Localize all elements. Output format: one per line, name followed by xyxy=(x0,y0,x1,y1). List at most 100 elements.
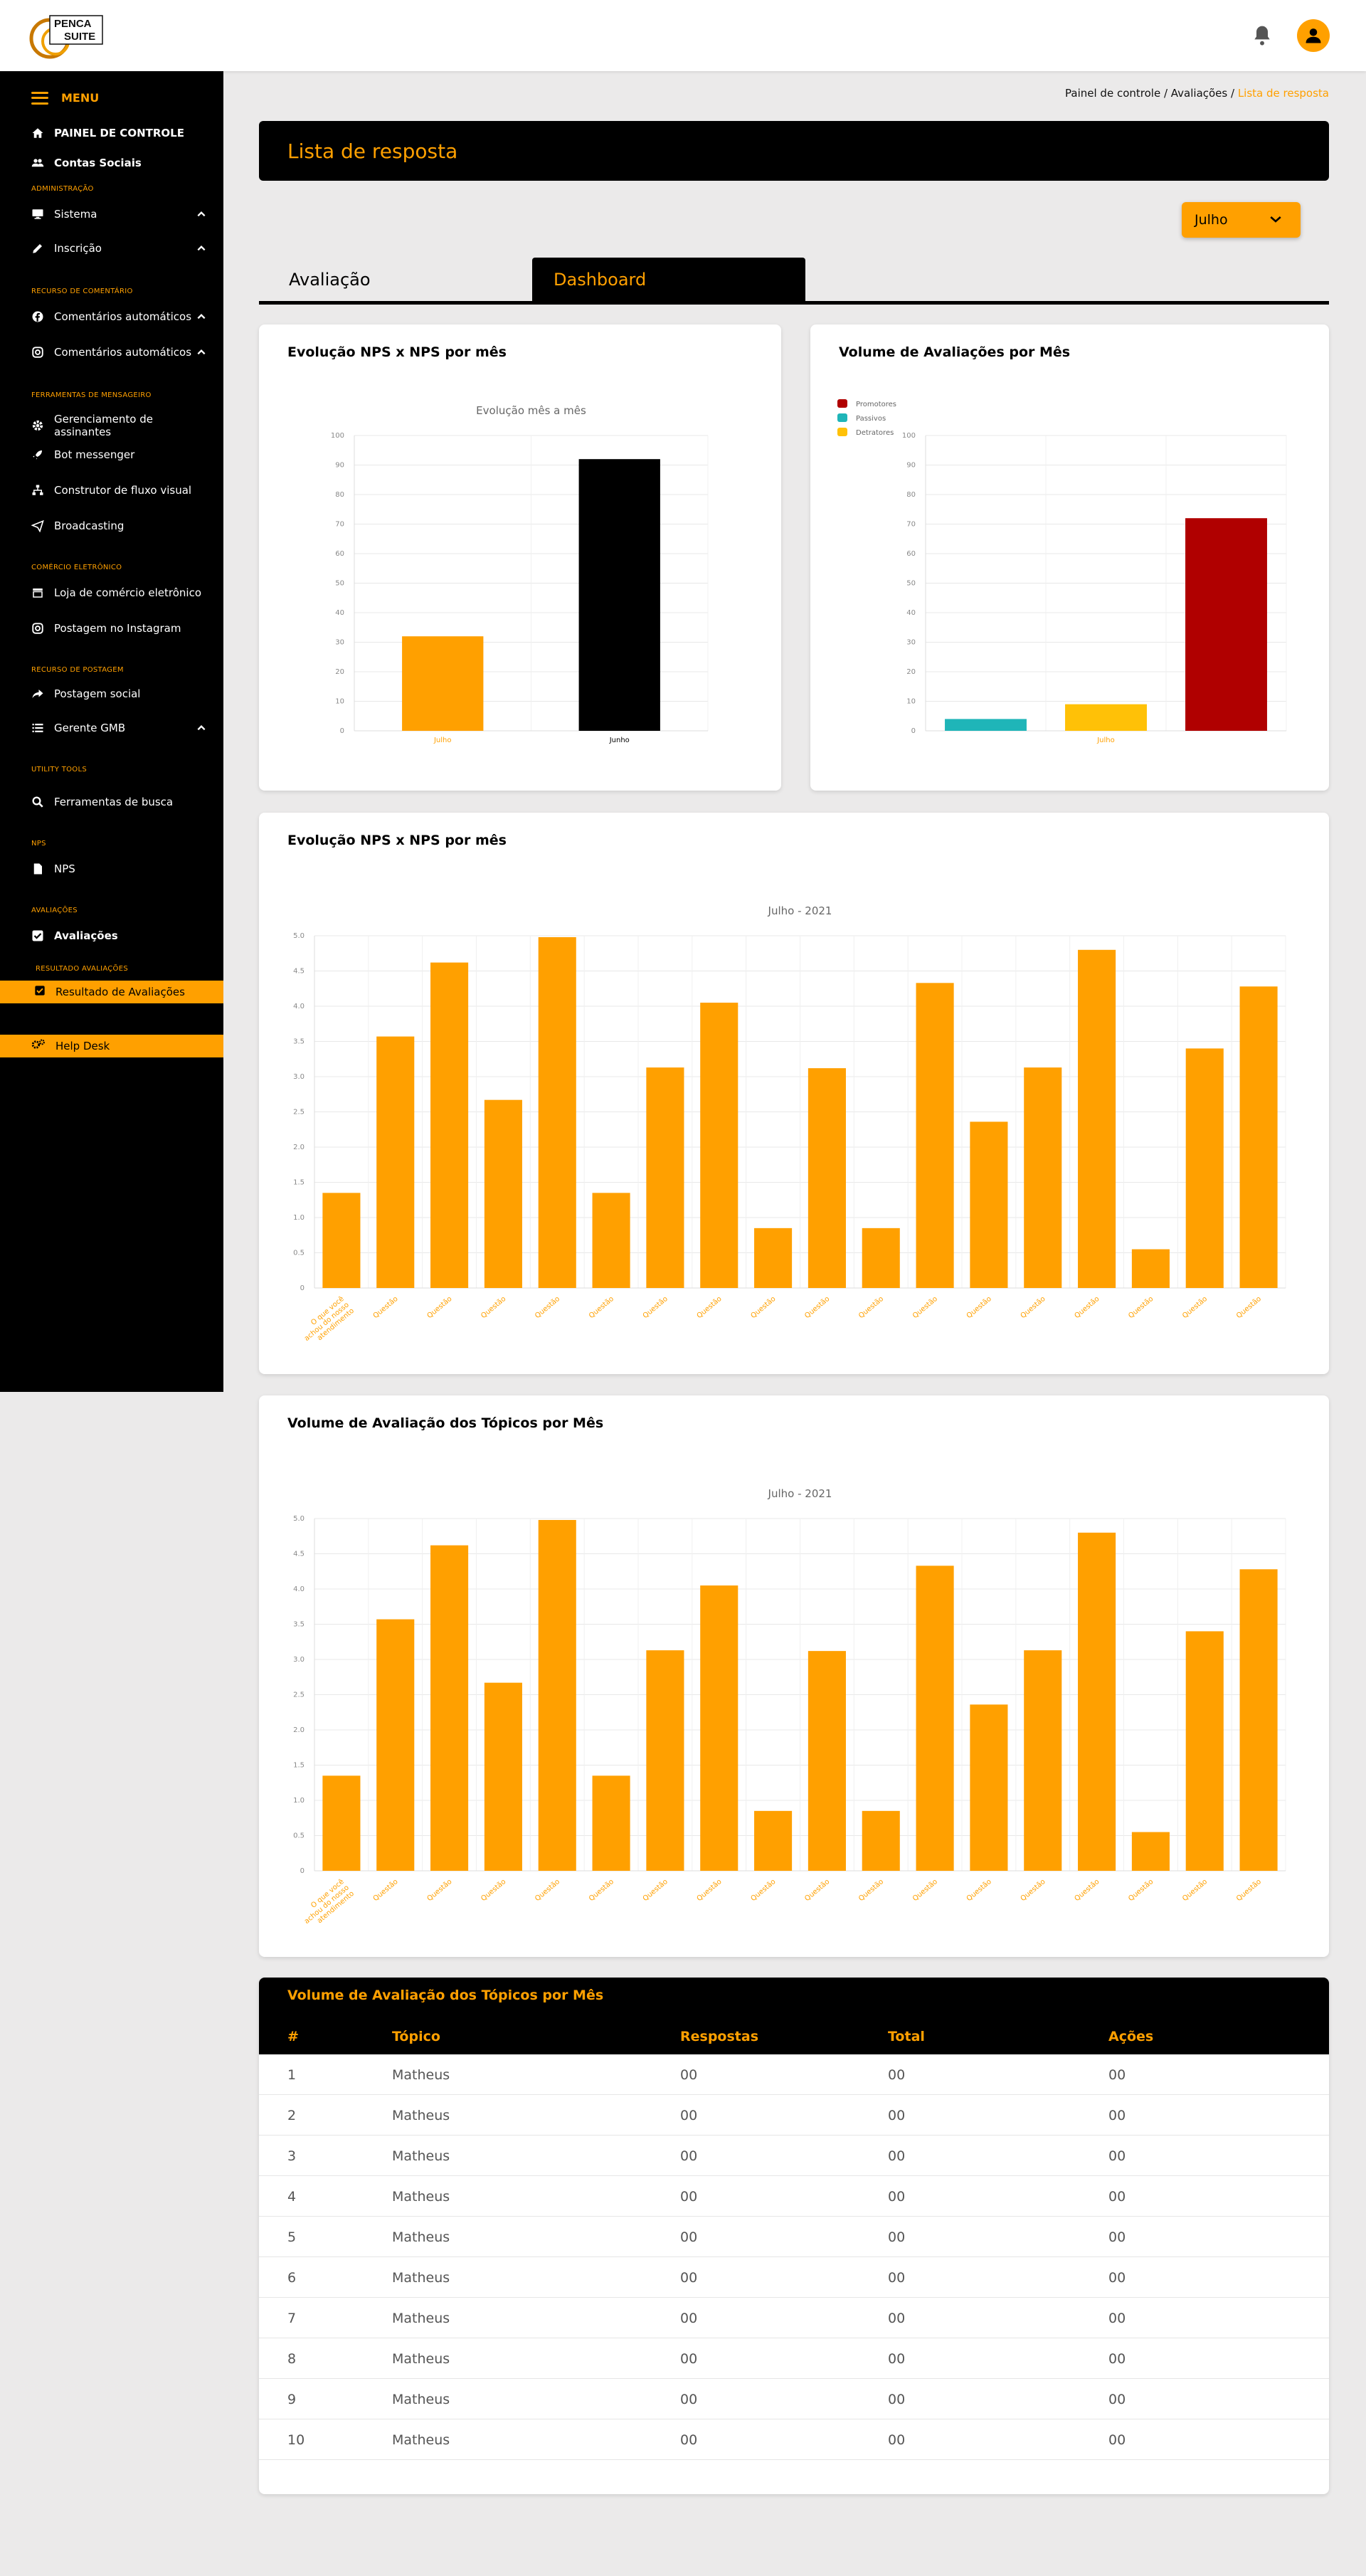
table-cell: 00 xyxy=(1108,2189,1126,2205)
sidebar-item-resultado[interactable]: Resultado de Avaliações xyxy=(0,981,223,1003)
table-cell: Matheus xyxy=(392,2148,450,2164)
sidebar-item-helpdesk[interactable]: Help Desk xyxy=(0,1035,223,1057)
sidebar-item-sistema[interactable]: Sistema xyxy=(31,208,206,221)
sidebar-item-fluxo[interactable]: Construtor de fluxo visual xyxy=(31,484,206,497)
bar xyxy=(376,1036,415,1288)
x-tick-label: Questão xyxy=(588,1295,615,1320)
section-mensageiro: FERRAMENTAS DE MENSAGEIRO xyxy=(31,391,152,399)
tab-dashboard[interactable]: Dashboard xyxy=(532,258,805,301)
x-tick-label: Questão xyxy=(696,1295,724,1320)
tab-avaliacao[interactable]: Avaliação xyxy=(289,269,371,290)
table-row[interactable]: 5 Matheus 00 00 00 xyxy=(259,2217,1329,2257)
table-row[interactable]: 4 Matheus 00 00 00 xyxy=(259,2176,1329,2217)
table-row[interactable]: 10 Matheus 00 00 00 xyxy=(259,2419,1329,2460)
svg-text:PENCA: PENCA xyxy=(54,18,92,30)
bar xyxy=(808,1068,846,1288)
card-title: Evolução NPS x NPS por mês xyxy=(287,833,507,848)
table-row[interactable]: 1 Matheus 00 00 00 xyxy=(259,2054,1329,2095)
sidebar-item-broadcasting[interactable]: Broadcasting xyxy=(31,519,206,532)
table-cell: Matheus xyxy=(392,2351,450,2367)
x-tick-label: Julho xyxy=(1096,737,1115,744)
table-cell: 00 xyxy=(888,2108,906,2123)
table-cell: Matheus xyxy=(392,2229,450,2245)
table-cell: 00 xyxy=(680,2229,698,2245)
facebook-icon xyxy=(31,310,44,323)
bar xyxy=(430,962,469,1288)
table-cell: 00 xyxy=(1108,2432,1126,2448)
sidebar-item-bot[interactable]: Bot messenger xyxy=(31,448,206,461)
card-title: Volume de Avaliações por Mês xyxy=(839,344,1071,360)
table-row[interactable]: 2 Matheus 00 00 00 xyxy=(259,2095,1329,2136)
x-tick-label: Questão xyxy=(911,1295,939,1320)
y-tick-label: 10 xyxy=(906,698,916,706)
sidebar-item-painel[interactable]: PAINEL DE CONTROLE xyxy=(31,127,206,139)
sidebar-item-nps[interactable]: NPS xyxy=(31,862,206,875)
brand-logo[interactable]: PENCA SUITE xyxy=(28,13,107,60)
sidebar-item-avaliacoes[interactable]: Avaliações xyxy=(31,929,206,942)
legend-label: Detratores xyxy=(856,429,894,437)
x-tick-label: Questão xyxy=(749,1878,777,1903)
sidebar-item-comentarios-fb[interactable]: Comentários automáticos xyxy=(31,310,206,323)
y-tick-label: 70 xyxy=(906,521,916,529)
col-header-respostas: Respostas xyxy=(680,2029,759,2044)
table-row[interactable]: 7 Matheus 00 00 00 xyxy=(259,2298,1329,2338)
y-tick-label: 3.0 xyxy=(293,1073,305,1081)
sidebar-item-contas[interactable]: Contas Sociais xyxy=(31,157,206,169)
y-tick-label: 4.0 xyxy=(293,1585,305,1593)
x-tick-label: Questão xyxy=(696,1878,724,1903)
bar xyxy=(402,636,484,731)
sidebar-item-busca[interactable]: Ferramentas de busca xyxy=(31,796,206,808)
sidebar-item-postagem-social[interactable]: Postagem social xyxy=(31,687,206,700)
bar xyxy=(322,1775,361,1871)
chart-title: Evolução mês a mês xyxy=(476,404,586,417)
table-row[interactable]: 8 Matheus 00 00 00 xyxy=(259,2338,1329,2379)
bell-icon[interactable] xyxy=(1251,24,1274,47)
bar xyxy=(1239,1569,1278,1871)
y-tick-label: 20 xyxy=(906,668,916,676)
sidebar-item-comentarios-ig[interactable]: Comentários automáticos xyxy=(31,346,206,359)
chevron-up-icon xyxy=(196,723,206,736)
card-volume-topics: Volume de Avaliação dos Tópicos por Mês … xyxy=(259,1395,1329,1957)
sidebar: MENU PAINEL DE CONTROLE Contas Sociais A… xyxy=(0,71,223,1392)
topics-table: Volume de Avaliação dos Tópicos por Mês … xyxy=(259,1978,1329,2494)
sidebar-item-assinantes[interactable]: Gerenciamento de assinantes xyxy=(31,413,206,438)
user-avatar[interactable] xyxy=(1297,19,1330,52)
x-tick-label: Questão xyxy=(1073,1878,1101,1903)
table-cell: 00 xyxy=(1108,2311,1126,2326)
month-select[interactable]: Julho xyxy=(1182,202,1301,238)
chart-volume-topics: Julho - 2021 0 0.5 1.0 1.5 2.0 2.5 3.0 3.5 4.0 4.5… xyxy=(293,1487,1286,1926)
menu-toggle[interactable]: MENU xyxy=(31,91,99,105)
bar xyxy=(1131,1249,1170,1288)
sidebar-item-gmb[interactable]: Gerente GMB xyxy=(31,722,206,734)
table-cell: Matheus xyxy=(392,2189,450,2205)
table-cell: 00 xyxy=(888,2189,906,2205)
svg-text:SUITE: SUITE xyxy=(64,31,95,43)
table-cell: 00 xyxy=(888,2148,906,2164)
x-tick-label: Questão xyxy=(1127,1295,1155,1320)
table-row[interactable]: 6 Matheus 00 00 00 xyxy=(259,2257,1329,2298)
x-tick-label: Questão xyxy=(1020,1878,1047,1903)
checkbox-icon xyxy=(31,929,44,942)
bar xyxy=(754,1810,793,1871)
card-nps-topics: Evolução NPS x NPS por mês Julho - 2021 0… xyxy=(259,813,1329,1374)
bar xyxy=(1024,1650,1062,1871)
sidebar-item-postagem-ig[interactable]: Postagem no Instagram xyxy=(31,622,206,635)
chart-volume: 0 10 20 30 40 50 60 70 80 90 100 Julho Promotores Pas… xyxy=(837,399,1287,744)
sidebar-item-inscricao[interactable]: Inscrição xyxy=(31,242,206,255)
y-tick-label: 1.0 xyxy=(293,1214,305,1222)
bar xyxy=(970,1121,1008,1288)
y-tick-label: 1.5 xyxy=(293,1762,305,1770)
x-tick-label: Questão xyxy=(1235,1295,1263,1320)
breadcrumb-home[interactable]: Painel de controle xyxy=(1065,87,1161,100)
bar xyxy=(700,1003,738,1288)
table-row[interactable]: 3 Matheus 00 00 00 xyxy=(259,2136,1329,2176)
table-cell: 3 xyxy=(287,2148,297,2164)
table-row[interactable]: 9 Matheus 00 00 00 xyxy=(259,2379,1329,2419)
chart-title: Julho - 2021 xyxy=(768,1487,832,1500)
sidebar-item-loja[interactable]: Loja de comércio eletrônico xyxy=(31,586,206,599)
y-tick-label: 4.5 xyxy=(293,1551,305,1558)
breadcrumb-avaliacoes[interactable]: Avaliações xyxy=(1170,87,1228,100)
chart-title: Julho - 2021 xyxy=(768,904,832,917)
breadcrumb: Painel de controle / Avaliações / Lista … xyxy=(1065,87,1329,100)
table-cell: 7 xyxy=(287,2311,297,2326)
